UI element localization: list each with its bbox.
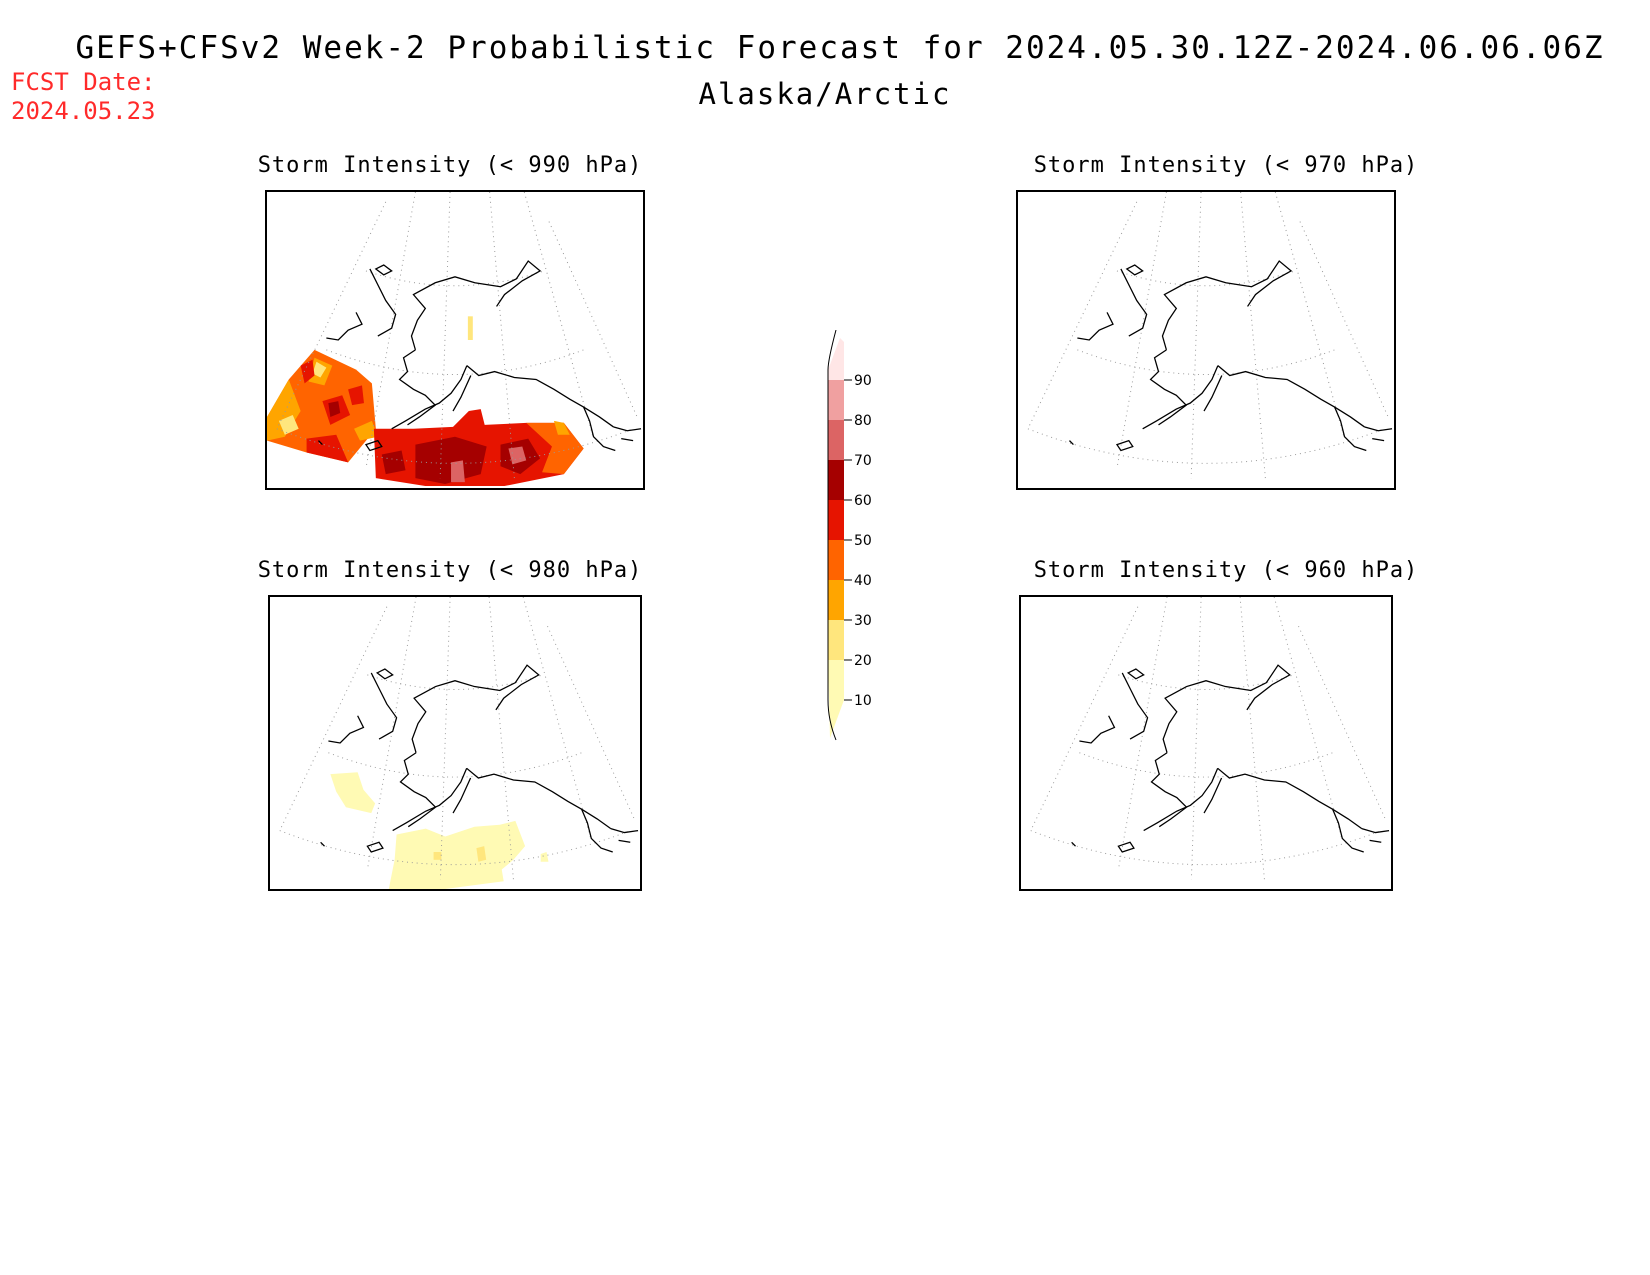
coastline-960	[1071, 664, 1390, 853]
graticule-960	[1030, 597, 1387, 880]
colorbar: 90 80 70 60 50 40 30 20 10	[827, 330, 872, 741]
colorbar-label: 90	[854, 373, 872, 389]
colorbar-swatches	[827, 330, 844, 741]
shade-20-30	[433, 852, 442, 860]
coastline-980	[320, 664, 639, 853]
forecast-date: FCST Date: 2024.05.23	[11, 68, 156, 126]
probability-shading-990	[267, 316, 584, 487]
map-980	[279, 597, 639, 889]
shade-20-30	[278, 414, 299, 435]
coastline-990	[317, 260, 642, 452]
colorbar-swatch-8	[828, 338, 844, 380]
colorbar-label: 80	[854, 413, 872, 429]
probability-shading-980	[330, 772, 549, 889]
colorbar-swatch-6	[828, 420, 844, 460]
shade-30-40	[267, 379, 301, 441]
map-970	[1027, 192, 1393, 479]
colorbar-swatch-1	[828, 620, 844, 660]
colorbar-label: 40	[854, 573, 872, 589]
colorbar-swatch-0	[828, 660, 844, 738]
shade-20-30	[312, 361, 327, 378]
colorbar-label: 60	[854, 493, 872, 509]
panel-title-980: Storm Intensity (< 980 hPa)	[257, 558, 643, 583]
colorbar-swatch-3	[828, 540, 844, 580]
shade-50-60	[300, 359, 315, 384]
panel-title-990: Storm Intensity (< 990 hPa)	[257, 153, 643, 178]
shade-60-70	[328, 401, 341, 417]
map-panel-960	[1019, 595, 1393, 891]
colorbar-swatch-4	[828, 500, 844, 540]
map-panel-990	[265, 190, 645, 490]
colorbar-swatch-2	[828, 580, 844, 620]
map-panel-970	[1016, 190, 1396, 490]
shade-40-50	[267, 349, 376, 463]
shade-10-20	[540, 852, 549, 862]
colorbar-label: 70	[854, 453, 872, 469]
map-990	[267, 192, 642, 487]
shade-50-60	[306, 434, 349, 463]
graticule-980	[279, 597, 636, 880]
colorbar-swatch-7	[828, 380, 844, 420]
graticule-990	[276, 192, 639, 479]
forecast-date-value: 2024.05.23	[11, 97, 156, 125]
shade-60-70	[381, 450, 406, 475]
map-panel-980	[268, 595, 642, 891]
main-title: GEFS+CFSv2 Week-2 Probabilistic Forecast…	[75, 30, 1605, 66]
graticule-970	[1027, 192, 1390, 479]
shade-50-60	[348, 385, 364, 406]
colorbar-label: 50	[854, 533, 872, 549]
region-title: Alaska/Arctic	[698, 77, 952, 111]
colorbar-swatch-5	[828, 460, 844, 500]
colorbar-label: 10	[854, 693, 872, 709]
panel-title-960: Storm Intensity (< 960 hPa)	[1033, 558, 1419, 583]
forecast-date-label: FCST Date:	[11, 68, 156, 96]
map-960	[1030, 597, 1390, 880]
shade-20-30	[467, 316, 473, 340]
coastline-970	[1068, 260, 1393, 452]
shade-40-50	[526, 422, 584, 475]
shade-20-30	[476, 846, 487, 862]
shade-70-80	[508, 446, 527, 465]
shade-10-20	[388, 820, 526, 889]
shade-70-80	[451, 460, 465, 483]
shade-10-20	[330, 772, 376, 814]
shade-60-70	[415, 436, 487, 485]
colorbar-labels: 90 80 70 60 50 40 30 20 10	[844, 373, 872, 709]
colorbar-edge	[827, 330, 837, 741]
panel-title-970: Storm Intensity (< 970 hPa)	[1033, 153, 1419, 178]
colorbar-label: 30	[854, 613, 872, 629]
colorbar-label: 20	[854, 653, 872, 669]
shade-30-40	[553, 420, 570, 435]
